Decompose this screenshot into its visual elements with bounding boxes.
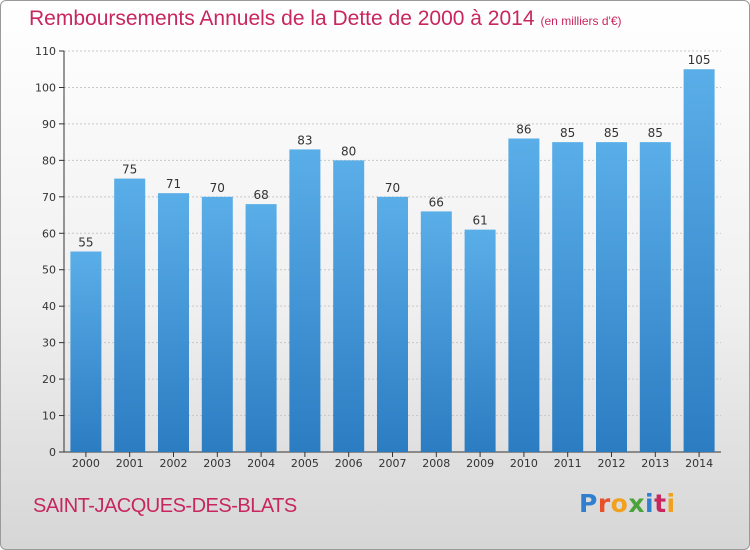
- y-tick-label: 50: [42, 264, 56, 277]
- bar-value-label: 85: [648, 126, 663, 140]
- chart-subtitle: (en milliers d'€): [540, 14, 622, 28]
- y-tick-label: 0: [49, 446, 56, 459]
- bar: [289, 149, 321, 452]
- bar-value-label: 85: [560, 126, 575, 140]
- bar-value-label: 80: [341, 144, 356, 158]
- logo-letter: i: [666, 489, 676, 518]
- y-tick-label: 40: [42, 300, 56, 313]
- bar-value-label: 71: [166, 177, 181, 191]
- logo-letter: i: [645, 489, 655, 518]
- y-tick-label: 30: [42, 337, 56, 350]
- bar: [508, 138, 540, 452]
- x-tick-label: 2005: [291, 457, 319, 470]
- x-tick-label: 2011: [554, 457, 582, 470]
- chart-title: Remboursements Annuels de la Dette de 20…: [29, 7, 622, 31]
- bar-value-label: 70: [385, 181, 400, 195]
- y-tick-label: 20: [42, 373, 56, 386]
- bar-value-label: 55: [78, 236, 93, 250]
- bar: [333, 160, 365, 452]
- bar-value-label: 85: [604, 126, 619, 140]
- y-tick-label: 70: [42, 191, 56, 204]
- bar-value-label: 68: [253, 188, 268, 202]
- x-tick-label: 2006: [335, 457, 363, 470]
- bar: [420, 211, 452, 452]
- logo-letter: r: [597, 489, 611, 518]
- x-tick-label: 2004: [247, 457, 275, 470]
- bar: [683, 69, 715, 453]
- x-tick-label: 2002: [160, 457, 188, 470]
- x-tick-label: 2012: [598, 457, 626, 470]
- chart-title-text: Remboursements Annuels de la Dette de 20…: [29, 7, 535, 30]
- x-tick-label: 2014: [685, 457, 713, 470]
- bar-value-label: 66: [429, 195, 444, 209]
- bar-value-label: 75: [122, 163, 137, 177]
- y-tick-label: 80: [42, 154, 56, 167]
- bar: [552, 142, 584, 453]
- x-tick-label: 2013: [641, 457, 669, 470]
- bar-value-label: 83: [297, 133, 312, 147]
- bar: [464, 229, 496, 452]
- y-tick-label: 60: [42, 227, 56, 240]
- bar: [377, 196, 408, 452]
- logo-letter: P: [579, 489, 598, 518]
- bar: [639, 142, 671, 453]
- bar: [114, 178, 146, 452]
- x-tick-label: 2007: [379, 457, 407, 470]
- bar-value-label: 105: [688, 53, 711, 67]
- x-tick-label: 2001: [116, 457, 144, 470]
- logo-letter: x: [628, 489, 645, 518]
- x-tick-label: 2000: [72, 457, 100, 470]
- bar-value-label: 61: [472, 214, 487, 228]
- y-tick-label: 90: [42, 118, 56, 131]
- bar: [158, 193, 189, 452]
- y-tick-label: 100: [35, 81, 56, 94]
- logo-letter: o: [610, 489, 629, 518]
- bar: [201, 196, 233, 452]
- bar: [70, 251, 102, 452]
- bar-value-label: 70: [210, 181, 225, 195]
- bar: [245, 204, 277, 452]
- y-tick-label: 110: [35, 45, 56, 58]
- x-tick-label: 2003: [203, 457, 231, 470]
- x-tick-label: 2009: [466, 457, 494, 470]
- proxiti-logo[interactable]: Proxiti: [579, 489, 676, 518]
- y-tick-label: 10: [42, 410, 56, 423]
- bar-value-label: 86: [516, 122, 531, 136]
- commune-name: SAINT-JACQUES-DES-BLATS: [33, 495, 297, 517]
- x-tick-label: 2010: [510, 457, 538, 470]
- x-tick-label: 2008: [422, 457, 450, 470]
- logo-letter: t: [654, 489, 667, 518]
- bar: [596, 142, 627, 453]
